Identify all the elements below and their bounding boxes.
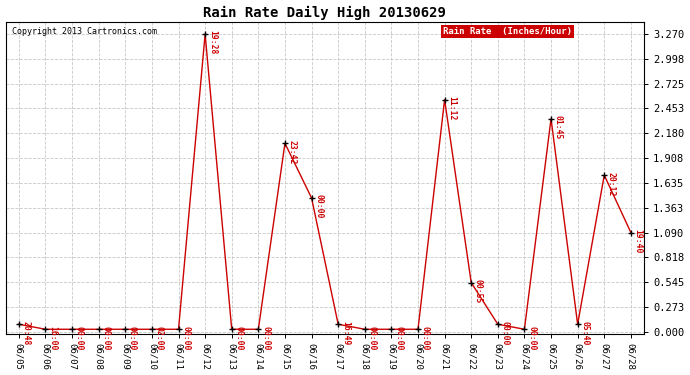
Text: 00:00: 00:00 (75, 326, 83, 350)
Text: 16:49: 16:49 (341, 321, 350, 345)
Text: 00:00: 00:00 (101, 326, 110, 350)
Text: 00:00: 00:00 (314, 194, 323, 219)
Text: 00:00: 00:00 (261, 326, 270, 350)
Text: 01:45: 01:45 (553, 115, 563, 140)
Title: Rain Rate Daily High 20130629: Rain Rate Daily High 20130629 (204, 6, 446, 20)
Text: 00:55: 00:55 (474, 279, 483, 303)
Text: 20:48: 20:48 (21, 321, 30, 345)
Text: 00:00: 00:00 (368, 326, 377, 350)
Text: 00:00: 00:00 (500, 321, 509, 345)
Text: 00:00: 00:00 (527, 326, 536, 350)
Text: 02:00: 02:00 (155, 326, 164, 350)
Text: 11:12: 11:12 (447, 96, 456, 120)
Text: 19:40: 19:40 (633, 229, 642, 253)
Text: 16:00: 16:00 (48, 326, 57, 350)
Text: 00:00: 00:00 (235, 326, 244, 350)
Text: 23:42: 23:42 (288, 140, 297, 164)
Text: 20:12: 20:12 (607, 171, 616, 196)
Text: 19:28: 19:28 (208, 30, 217, 55)
Text: 05:40: 05:40 (580, 321, 589, 345)
Text: Rain Rate  (Inches/Hour): Rain Rate (Inches/Hour) (443, 27, 572, 36)
Text: 00:00: 00:00 (394, 326, 403, 350)
Text: Copyright 2013 Cartronics.com: Copyright 2013 Cartronics.com (12, 27, 157, 36)
Text: 00:00: 00:00 (128, 326, 137, 350)
Text: 00:00: 00:00 (181, 326, 190, 350)
Text: 00:00: 00:00 (421, 326, 430, 350)
